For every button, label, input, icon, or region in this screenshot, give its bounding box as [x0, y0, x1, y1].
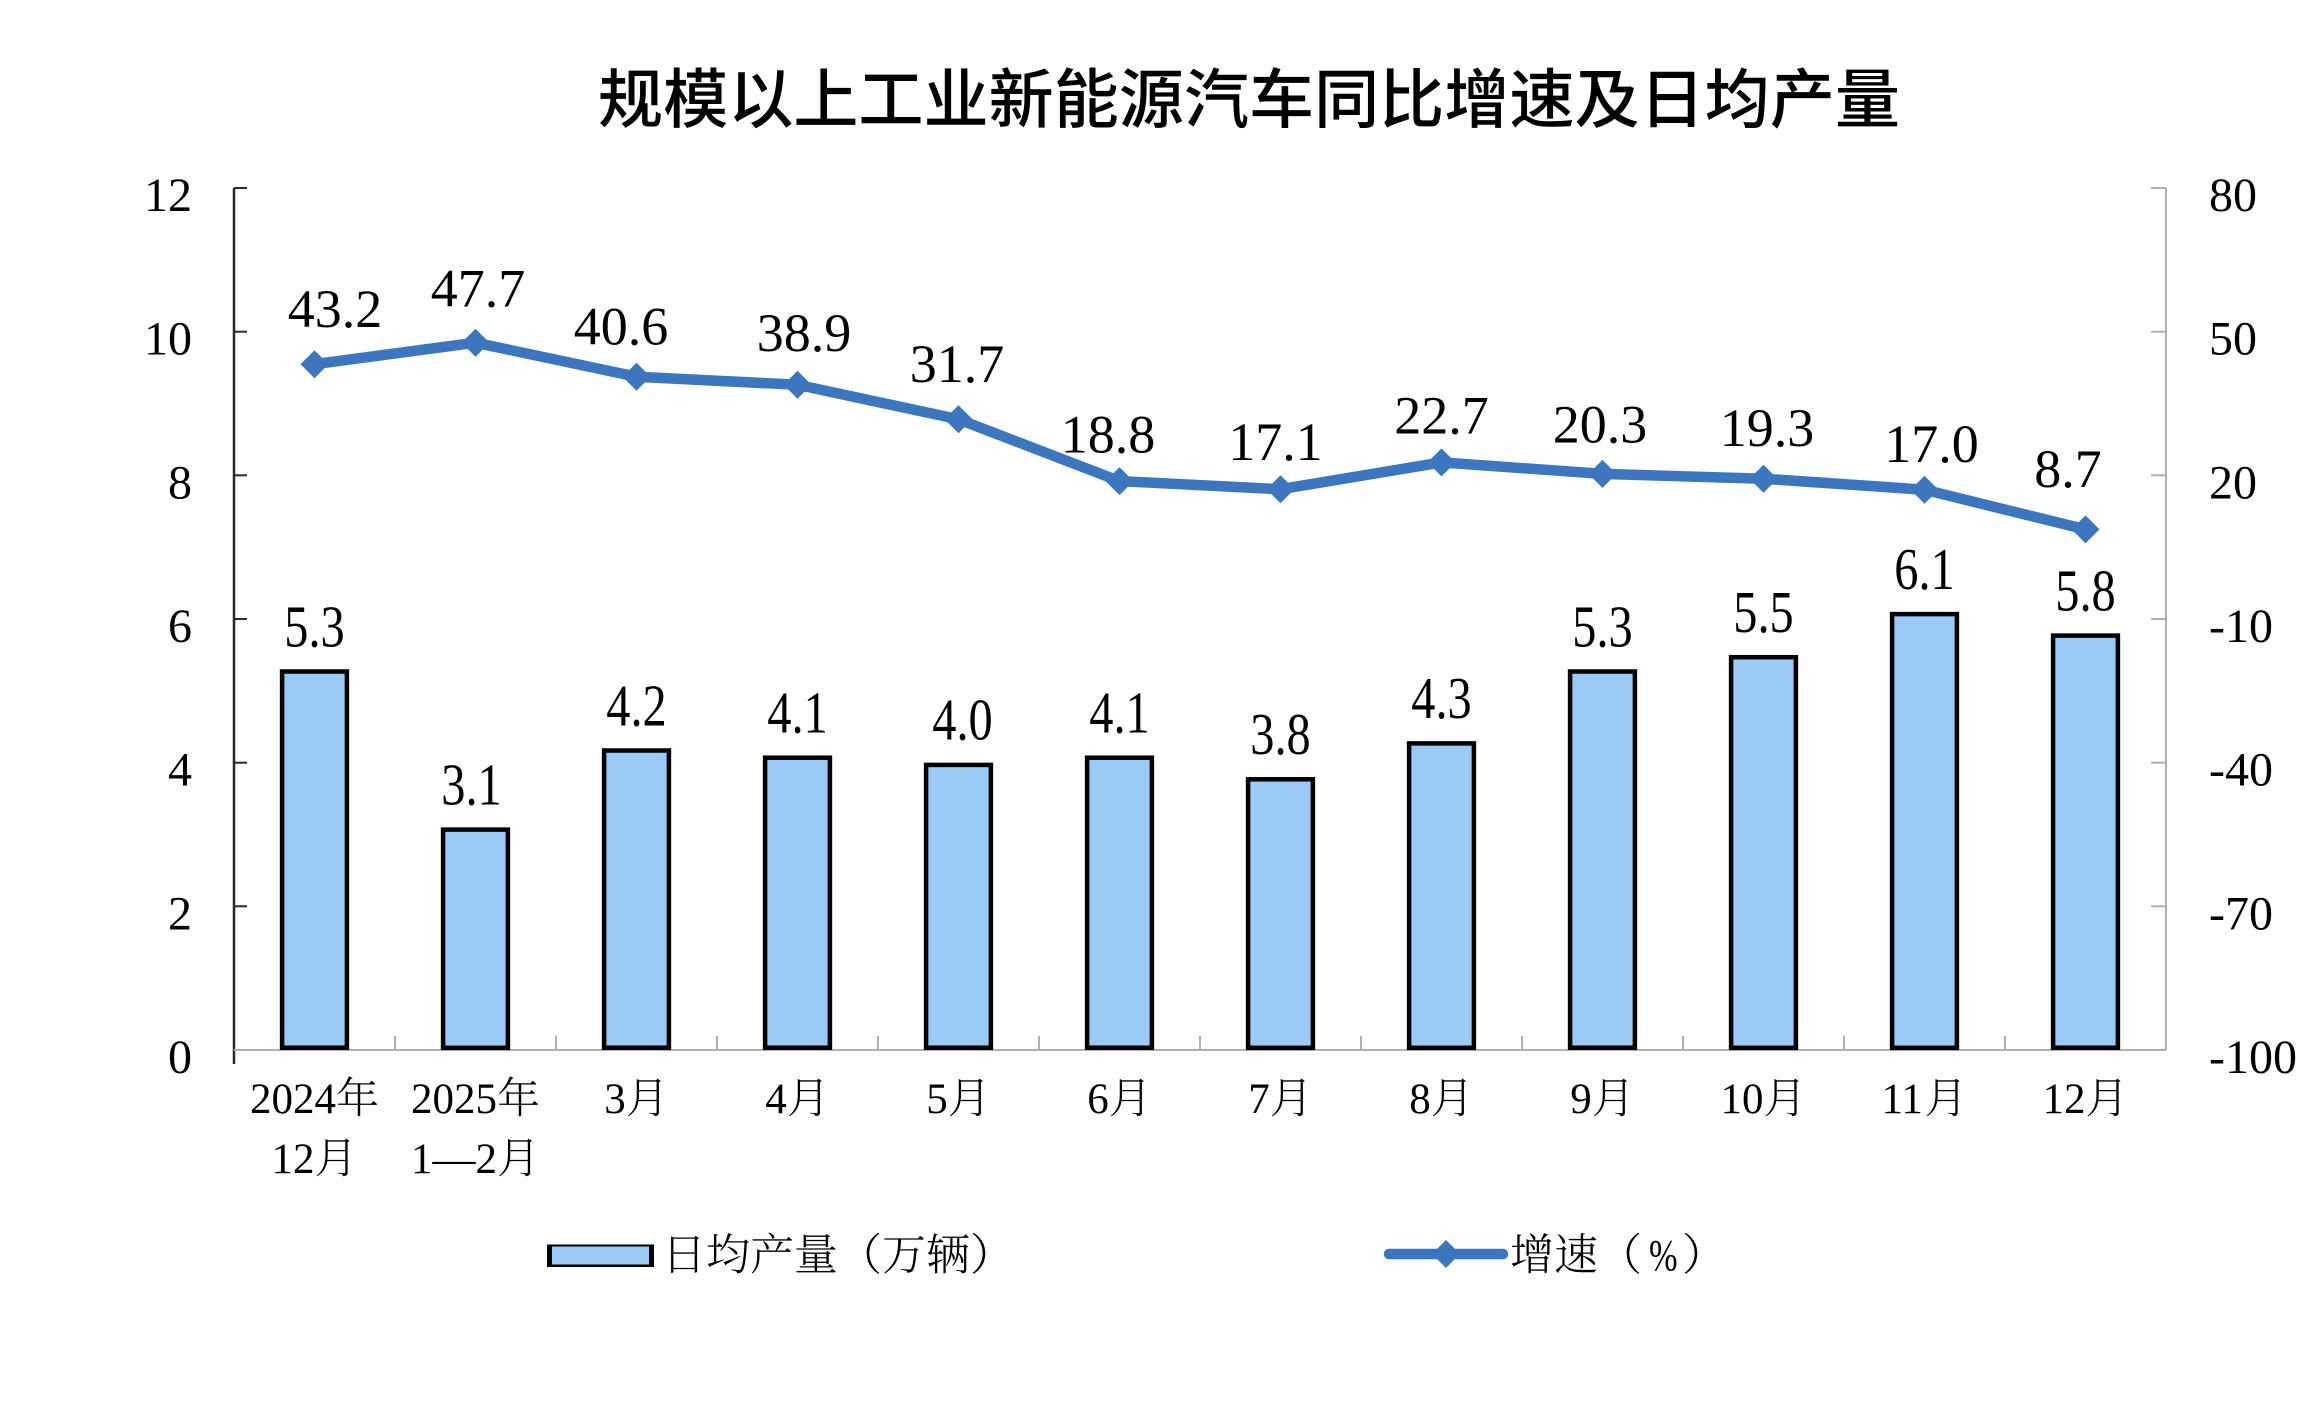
- svg-text:1—2: 1—2: [411, 1136, 497, 1183]
- svg-text:50: 50: [2209, 313, 2257, 366]
- svg-text:4: 4: [168, 744, 192, 797]
- svg-text:47.7: 47.7: [431, 259, 526, 319]
- svg-text:11: 11: [1882, 1076, 1923, 1123]
- svg-text:8: 8: [168, 456, 192, 509]
- svg-text:2: 2: [168, 887, 192, 940]
- svg-text:8: 8: [1409, 1076, 1431, 1123]
- svg-text:12: 12: [144, 169, 192, 222]
- svg-text:80: 80: [2209, 169, 2257, 222]
- svg-text:31.7: 31.7: [910, 334, 1005, 394]
- svg-text:19.3: 19.3: [1720, 398, 1815, 458]
- svg-text:4.2: 4.2: [606, 673, 666, 739]
- svg-text:9: 9: [1570, 1076, 1592, 1123]
- svg-text:38.9: 38.9: [757, 303, 852, 363]
- svg-text:-70: -70: [2209, 887, 2273, 940]
- svg-text:6.1: 6.1: [1894, 536, 1954, 602]
- svg-text:17.1: 17.1: [1228, 412, 1323, 472]
- svg-text:20.3: 20.3: [1553, 395, 1648, 455]
- svg-text:0: 0: [168, 1031, 192, 1084]
- svg-text:20: 20: [2209, 456, 2257, 509]
- svg-text:4: 4: [765, 1076, 787, 1123]
- svg-text:2024: 2024: [250, 1076, 336, 1123]
- svg-text:5: 5: [926, 1076, 948, 1123]
- svg-text:4.0: 4.0: [932, 687, 992, 753]
- svg-text:-10: -10: [2209, 600, 2273, 653]
- svg-text:4.1: 4.1: [767, 680, 827, 746]
- svg-text:6: 6: [168, 600, 192, 653]
- svg-text:2025: 2025: [411, 1076, 497, 1123]
- svg-text:40.6: 40.6: [574, 297, 669, 357]
- svg-text:-40: -40: [2209, 744, 2273, 797]
- svg-text:12: 12: [2043, 1076, 2086, 1123]
- svg-text:-100: -100: [2209, 1031, 2297, 1084]
- svg-text:22.7: 22.7: [1394, 386, 1489, 446]
- svg-text:17.0: 17.0: [1884, 414, 1979, 474]
- svg-text:4.3: 4.3: [1411, 666, 1471, 732]
- svg-text:3.8: 3.8: [1250, 702, 1310, 768]
- svg-text:6: 6: [1087, 1076, 1109, 1123]
- svg-text:5.8: 5.8: [2055, 558, 2115, 624]
- svg-text:10: 10: [144, 313, 192, 366]
- svg-text:%: %: [1649, 1231, 1678, 1280]
- svg-text:3: 3: [604, 1076, 626, 1123]
- svg-text:4.1: 4.1: [1089, 680, 1149, 746]
- svg-text:18.8: 18.8: [1061, 405, 1156, 465]
- svg-text:5.5: 5.5: [1733, 579, 1793, 645]
- svg-text:5.3: 5.3: [1572, 594, 1632, 660]
- svg-text:3.1: 3.1: [441, 752, 501, 818]
- svg-text:8.7: 8.7: [2034, 439, 2102, 499]
- svg-text:10: 10: [1721, 1076, 1764, 1123]
- svg-text:5.3: 5.3: [284, 594, 344, 660]
- svg-text:43.2: 43.2: [288, 279, 383, 339]
- svg-text:12: 12: [272, 1136, 315, 1183]
- svg-text:7: 7: [1248, 1076, 1270, 1123]
